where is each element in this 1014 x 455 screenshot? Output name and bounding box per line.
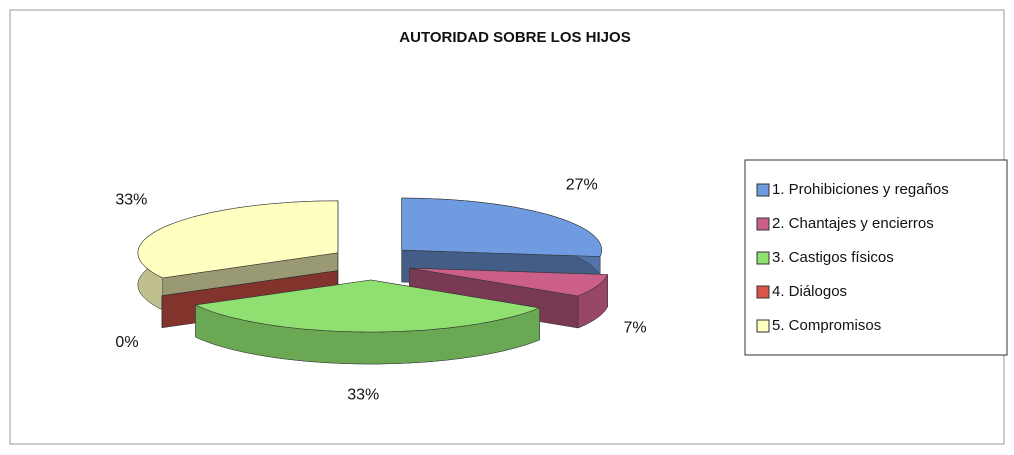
legend-label: 1. Prohibiciones y regaños [772, 181, 949, 198]
data-label: 33% [115, 192, 147, 209]
legend-swatch [756, 183, 770, 197]
legend-swatch [756, 319, 770, 333]
pie [137, 197, 609, 365]
legend-box [744, 159, 1008, 356]
data-label: 27% [566, 176, 598, 193]
legend-label: 4. Diálogos [772, 283, 847, 300]
legend-label: 3. Castigos físicos [772, 249, 894, 266]
slice [194, 279, 541, 333]
legend-swatch [756, 217, 770, 231]
legend-label: 2. Chantajes y encierros [772, 215, 934, 232]
legend-swatch [756, 285, 770, 299]
slice [409, 267, 609, 297]
slice [137, 200, 339, 279]
slice [401, 197, 603, 257]
data-label: 33% [347, 386, 379, 403]
data-label: 0% [115, 334, 138, 351]
legend-label: 5. Compromisos [772, 317, 881, 334]
legend-swatch [756, 251, 770, 265]
chart-title: AUTORIDAD SOBRE LOS HIJOS [399, 29, 630, 46]
slice [161, 270, 338, 296]
data-label: 7% [624, 319, 647, 336]
